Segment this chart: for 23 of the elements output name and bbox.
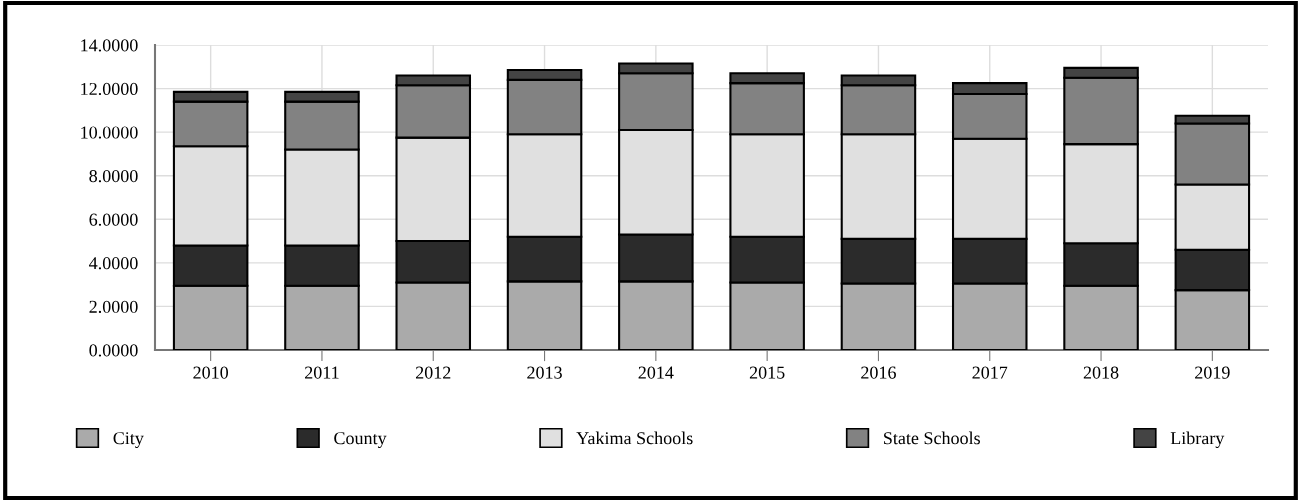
y-tick-label: 10.0000 [81, 126, 138, 139]
legend-label: County [334, 432, 387, 448]
y-tick-label: 8.0000 [89, 169, 138, 183]
x-tick-label: 2017 [972, 366, 1008, 379]
legend-label: Yakima Schools [576, 431, 693, 445]
y-tick-label: 6.0000 [89, 213, 138, 226]
legend-label: Library [1170, 431, 1225, 448]
x-tick-label: 2019 [1195, 366, 1230, 379]
y-tick-label: 2.0000 [89, 300, 138, 313]
y-tick-label: 0.0000 [89, 344, 138, 357]
legend-label: State Schools [884, 431, 980, 445]
x-tick-label: 2010 [193, 366, 229, 379]
y-tick-label: 12.0000 [81, 82, 138, 96]
x-tick-label: 2012 [415, 366, 451, 379]
x-tick-label: 2014 [638, 366, 674, 379]
x-tick-label: 2015 [749, 366, 785, 379]
x-tick-label: 2018 [1083, 366, 1119, 379]
x-tick-label: 2013 [527, 366, 562, 379]
x-tick-label: 2016 [861, 366, 896, 379]
y-tick-label: 14.0000 [81, 39, 138, 52]
y-tick-label: 4.0000 [89, 257, 138, 270]
legend-label: City [113, 432, 144, 448]
x-tick-label: 2011 [305, 366, 339, 379]
